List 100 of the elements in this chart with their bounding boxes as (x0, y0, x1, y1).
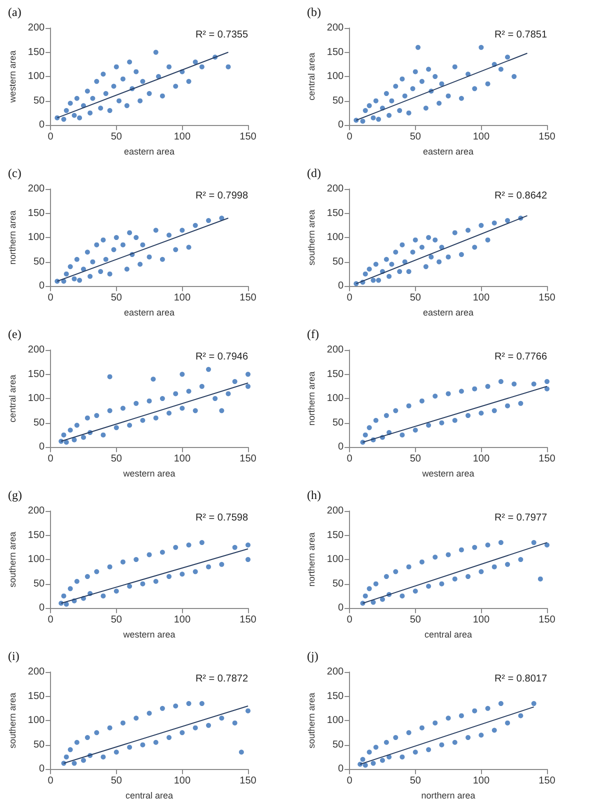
point (206, 564, 212, 570)
x-tick-label: 50 (410, 132, 422, 143)
point (186, 388, 192, 394)
y-tick-label: 100 (326, 232, 344, 244)
y-tick-label: 150 (28, 530, 46, 541)
y-tick-label: 0 (39, 602, 46, 614)
y-tick-label: 50 (33, 95, 46, 106)
point (68, 264, 73, 270)
point (199, 64, 204, 70)
x-tick-label: 150 (240, 292, 257, 304)
point (439, 742, 444, 748)
point (384, 740, 389, 745)
y-tick-label: 200 (28, 666, 46, 678)
point (111, 247, 116, 252)
point (366, 103, 372, 108)
point (400, 432, 405, 438)
x-tick-label: 150 (538, 776, 556, 787)
point (362, 432, 368, 438)
point (389, 98, 394, 104)
point (505, 54, 510, 60)
point (432, 74, 438, 80)
x-tick-label: 150 (240, 776, 257, 787)
point (362, 762, 368, 768)
x-tick-label: 50 (110, 614, 122, 626)
point (134, 69, 139, 74)
point (466, 72, 471, 77)
point (446, 254, 451, 260)
y-tick-label: 150 (28, 368, 46, 380)
x-tick-label: 100 (472, 614, 490, 626)
point (397, 269, 402, 274)
chart-title: (i) (8, 649, 20, 663)
point (68, 100, 73, 106)
point (186, 542, 192, 548)
x-tick-label: 0 (346, 454, 353, 465)
point (107, 271, 112, 276)
point (376, 278, 382, 283)
point (544, 386, 550, 392)
point (512, 74, 517, 80)
y-tick-label: 100 (28, 232, 46, 244)
point (492, 220, 497, 226)
point (439, 420, 444, 426)
point (366, 266, 372, 272)
point (84, 250, 90, 255)
annotation: R² = 0.7355 (195, 30, 248, 40)
y-tick-label: 50 (33, 417, 46, 428)
y-tick-label: 0 (39, 280, 46, 292)
y-axis-title: western area (8, 50, 18, 104)
point (77, 278, 82, 283)
point (466, 735, 471, 740)
point (432, 394, 438, 399)
point (153, 740, 158, 745)
x-axis-title: eastern area (124, 308, 175, 318)
point (64, 271, 69, 276)
point (84, 415, 90, 420)
annotation: R² = 0.7946 (195, 352, 248, 362)
y-tick-label: 150 (326, 46, 344, 58)
point (134, 716, 139, 721)
point (531, 540, 536, 546)
point (146, 254, 152, 260)
x-tick-label: 50 (110, 292, 122, 304)
point (116, 98, 122, 104)
point (498, 540, 504, 546)
y-tick-label: 200 (326, 184, 344, 194)
point (64, 754, 69, 760)
point (376, 116, 382, 122)
point (246, 384, 250, 389)
y-axis-title: southern area (306, 210, 316, 266)
point (107, 725, 112, 730)
point (90, 259, 96, 264)
point (452, 576, 458, 582)
point (478, 222, 484, 228)
point (423, 106, 428, 111)
x-axis-title: eastern area (423, 308, 474, 318)
point (498, 379, 504, 384)
point (103, 256, 108, 262)
point (439, 81, 444, 86)
point (94, 730, 100, 736)
point (80, 434, 86, 440)
point (64, 602, 69, 607)
point (127, 422, 132, 428)
point (186, 244, 192, 250)
point (61, 116, 66, 122)
point (246, 542, 250, 548)
point (458, 96, 464, 101)
point (362, 271, 368, 276)
point (472, 386, 478, 392)
point (232, 720, 238, 726)
point (380, 758, 385, 763)
point (366, 425, 372, 430)
point (180, 372, 185, 377)
point (370, 760, 376, 766)
point (406, 403, 412, 408)
point (400, 593, 405, 598)
point (362, 593, 368, 598)
y-tick-label: 200 (326, 506, 344, 516)
point (384, 91, 389, 96)
point (406, 110, 412, 116)
point (492, 408, 497, 414)
y-tick-label: 0 (338, 602, 344, 614)
x-tick-label: 100 (472, 132, 490, 143)
